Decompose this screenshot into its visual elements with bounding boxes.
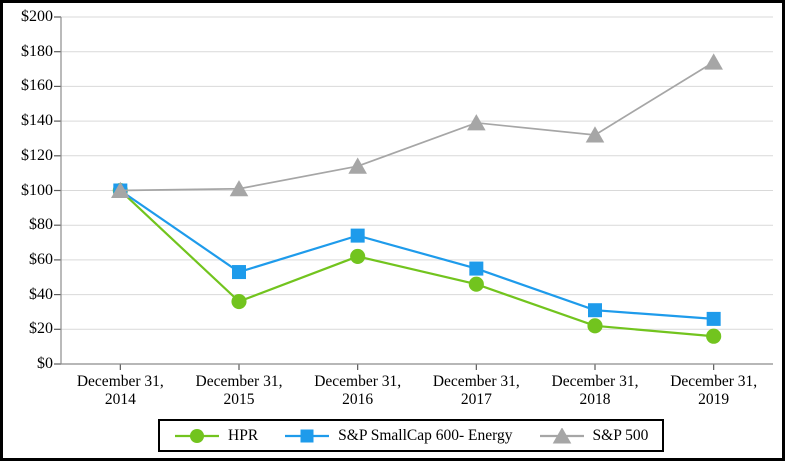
x-axis-tick-label: December 31, 2015 <box>195 373 283 408</box>
legend: HPR S&P SmallCap 600- Energy S&P 500 <box>158 419 665 452</box>
legend-label-hpr: HPR <box>228 426 259 444</box>
x-axis-tick-label: December 31, 2018 <box>551 373 639 408</box>
y-axis-tick-label: $40 <box>29 285 53 303</box>
y-axis-tick-label: $200 <box>21 8 53 25</box>
y-axis-tick-label: $120 <box>21 146 53 164</box>
y-axis-tick-label: $160 <box>21 77 53 95</box>
sp-smallcap-square-marker-icon <box>285 429 330 442</box>
hpr-circle-marker-icon <box>175 428 219 443</box>
performance-line-chart <box>54 16 773 370</box>
legend-label-sp-smallcap-600-energy: S&P SmallCap 600- Energy <box>338 426 513 444</box>
series-hpr <box>112 182 722 344</box>
series-s-p-smallcap-600-energy <box>113 183 721 326</box>
y-axis-tick-label: $20 <box>29 320 53 338</box>
legend-item-sp-smallcap-600-energy: S&P SmallCap 600- Energy <box>284 426 513 445</box>
y-axis-tick-label: $140 <box>21 112 53 130</box>
x-axis-tick-label: December 31, 2019 <box>670 373 758 408</box>
legend-label-sp-500: S&P 500 <box>592 426 649 444</box>
y-axis-tick-label: $0 <box>37 355 53 372</box>
y-axis-tick-label: $180 <box>21 42 53 60</box>
legend-item-hpr: HPR <box>174 427 258 445</box>
series-s-p-500 <box>111 53 723 198</box>
x-axis-tick-label: December 31, 2017 <box>432 373 520 408</box>
y-axis-tick-label: $80 <box>29 216 53 234</box>
sp-500-triangle-marker-icon <box>539 427 584 443</box>
legend-item-sp-500: S&P 500 <box>539 426 649 445</box>
x-axis-tick-label: December 31, 2014 <box>76 373 164 408</box>
y-axis-tick-label: $100 <box>21 181 53 199</box>
x-axis-tick-label: December 31, 2016 <box>314 373 402 408</box>
y-axis-tick-label: $60 <box>29 250 53 268</box>
